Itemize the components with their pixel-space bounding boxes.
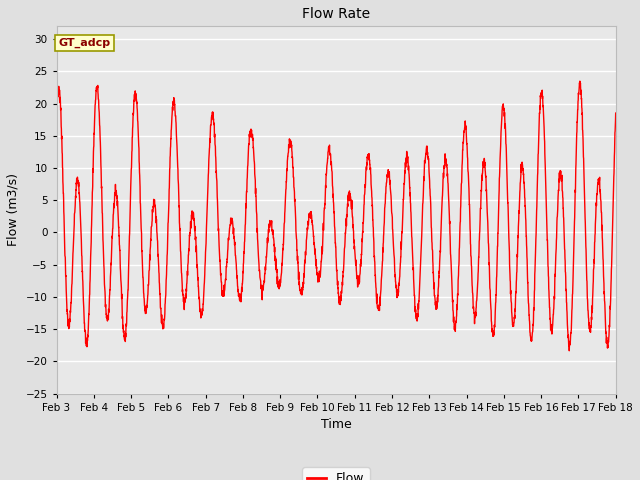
Title: Flow Rate: Flow Rate — [302, 7, 370, 21]
Legend: Flow: Flow — [303, 467, 370, 480]
Y-axis label: Flow (m3/s): Flow (m3/s) — [7, 173, 20, 246]
Text: GT_adcp: GT_adcp — [58, 38, 111, 48]
X-axis label: Time: Time — [321, 418, 351, 431]
